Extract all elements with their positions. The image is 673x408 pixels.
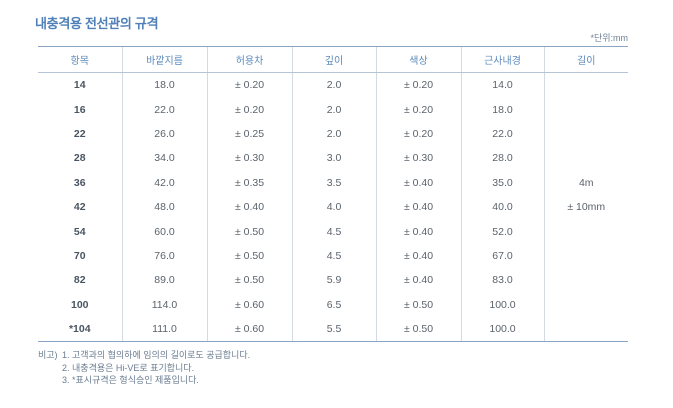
tolerance-cell: ± 0.60 [206, 292, 292, 317]
outer-diameter-cell: 76.0 [121, 243, 207, 269]
table-row: 14 18.0 ± 0.20 2.0 ± 0.20 14.0 4m ± 10mm [38, 72, 628, 343]
remark-item: 3. *표시규격은 형식승인 제품입니다. [62, 375, 199, 385]
header-color: 색상 [375, 46, 461, 73]
outer-diameter-cell: 89.0 [121, 268, 207, 293]
depth-cell: 3.5 [291, 170, 376, 195]
header-row: 항목 바깥지름 허용차 깊이 색상 근사내경 길이 [38, 46, 628, 73]
length-cell: 4m ± 10mm [543, 72, 628, 343]
color-cell: ± 0.30 [375, 146, 461, 171]
depth-cell: 4.0 [291, 194, 376, 220]
spec-table: 항목 바깥지름 허용차 깊이 색상 근사내경 길이 14 18.0 ± 0.20… [38, 46, 628, 343]
table-row: 28 34.0 ± 0.30 3.0 ± 0.30 28.0 [38, 146, 628, 171]
outer-diameter-cell: 18.0 [121, 72, 207, 98]
item-cell: 16 [73, 103, 86, 116]
inner-diameter-cell: 35.0 [460, 170, 544, 195]
unit-note: *단위:mm [590, 33, 628, 43]
tolerance-cell: ± 0.20 [206, 72, 292, 98]
table-row: 82 89.0 ± 0.50 5.9 ± 0.40 83.0 [38, 268, 628, 293]
tolerance-cell: ± 0.20 [206, 97, 292, 122]
tolerance-cell: ± 0.35 [206, 170, 292, 195]
item-cell: 14 [73, 79, 86, 92]
tolerance-cell: ± 0.50 [206, 243, 292, 269]
color-cell: ± 0.50 [375, 292, 461, 317]
remark-item: 1. 고객과의 협의하에 임의의 길이로도 공급합니다. [62, 350, 251, 360]
depth-cell: 4.5 [291, 243, 376, 269]
page-title: 내충격용 전선관의 규격 [35, 16, 159, 31]
depth-cell: 2.0 [291, 121, 376, 147]
remarks: 비고) 1. 고객과의 협의하에 임의의 길이로도 공급합니다. 2. 내충격용… [38, 349, 250, 387]
tolerance-cell: ± 0.30 [206, 146, 292, 171]
inner-diameter-cell: 67.0 [460, 243, 544, 269]
inner-diameter-cell: 83.0 [460, 268, 544, 293]
item-cell: 54 [73, 225, 86, 238]
depth-cell: 2.0 [291, 97, 376, 122]
outer-diameter-cell: 60.0 [121, 219, 207, 244]
table-row: 22 26.0 ± 0.25 2.0 ± 0.20 22.0 [38, 121, 628, 147]
header-outer-diameter: 바깥지름 [121, 46, 207, 73]
item-cell: *104 [38, 316, 122, 343]
remarks-label: 비고) [38, 350, 58, 360]
color-cell: ± 0.20 [375, 72, 461, 98]
color-cell: ± 0.40 [375, 243, 461, 269]
table-row: 70 76.0 ± 0.50 4.5 ± 0.40 67.0 [38, 243, 628, 269]
length-tolerance: ± 10mm [567, 201, 606, 214]
tolerance-cell: ± 0.50 [206, 219, 292, 244]
item-cell: 36 [73, 176, 86, 189]
item-cell: 70 [73, 249, 86, 262]
remark-item: 2. 내충격용은 Hi-VE로 표기합니다. [62, 362, 195, 373]
color-cell: ± 0.20 [375, 121, 461, 147]
depth-cell: 5.9 [291, 268, 376, 293]
inner-diameter-cell: 18.0 [460, 97, 544, 122]
depth-cell: 3.0 [291, 146, 376, 171]
outer-diameter-cell: 48.0 [121, 194, 207, 220]
color-cell: ± 0.40 [375, 268, 461, 293]
item-cell: 22 [73, 127, 86, 140]
tolerance-cell: ± 0.50 [206, 268, 292, 293]
header-item: 항목 [38, 46, 122, 73]
inner-diameter-cell: 100.0 [460, 316, 544, 343]
depth-cell: 4.5 [291, 219, 376, 244]
table-row: 54 60.0 ± 0.50 4.5 ± 0.40 52.0 [38, 219, 628, 244]
header-depth: 깊이 [291, 46, 376, 73]
depth-cell: 5.5 [291, 316, 376, 343]
item-cell: 82 [73, 274, 86, 287]
depth-cell: 6.5 [291, 292, 376, 317]
outer-diameter-cell: 114.0 [121, 292, 207, 317]
outer-diameter-cell: 111.0 [121, 316, 207, 343]
outer-diameter-cell: 34.0 [121, 146, 207, 171]
outer-diameter-cell: 26.0 [121, 121, 207, 147]
item-cell: 28 [73, 152, 86, 165]
header-inner-diameter: 근사내경 [460, 46, 544, 73]
color-cell: ± 0.20 [375, 97, 461, 122]
table-row: 16 22.0 ± 0.20 2.0 ± 0.20 18.0 [38, 97, 628, 122]
table-row: *104 111.0 ± 0.60 5.5 ± 0.50 100.0 [38, 316, 628, 343]
depth-cell: 2.0 [291, 72, 376, 98]
header-tolerance: 허용차 [206, 46, 292, 73]
inner-diameter-cell: 22.0 [460, 121, 544, 147]
color-cell: ± 0.50 [375, 316, 461, 343]
outer-diameter-cell: 22.0 [121, 97, 207, 122]
inner-diameter-cell: 28.0 [460, 146, 544, 171]
inner-diameter-cell: 100.0 [460, 292, 544, 317]
inner-diameter-cell: 52.0 [460, 219, 544, 244]
color-cell: ± 0.40 [375, 170, 461, 195]
color-cell: ± 0.40 [375, 194, 461, 220]
header-length: 길이 [543, 46, 628, 73]
tolerance-cell: ± 0.60 [206, 316, 292, 343]
table-row: 36 42.0 ± 0.35 3.5 ± 0.40 35.0 [38, 170, 628, 195]
tolerance-cell: ± 0.25 [206, 121, 292, 147]
table-row: 100 114.0 ± 0.60 6.5 ± 0.50 100.0 [38, 292, 628, 317]
inner-diameter-cell: 40.0 [460, 194, 544, 220]
item-cell: 100 [70, 298, 89, 311]
color-cell: ± 0.40 [375, 219, 461, 244]
outer-diameter-cell: 42.0 [121, 170, 207, 195]
item-cell: 42 [73, 201, 86, 214]
table-row: 42 48.0 ± 0.40 4.0 ± 0.40 40.0 [38, 194, 628, 220]
length-value: 4m [578, 177, 594, 189]
inner-diameter-cell: 14.0 [460, 72, 544, 98]
tolerance-cell: ± 0.40 [206, 194, 292, 220]
